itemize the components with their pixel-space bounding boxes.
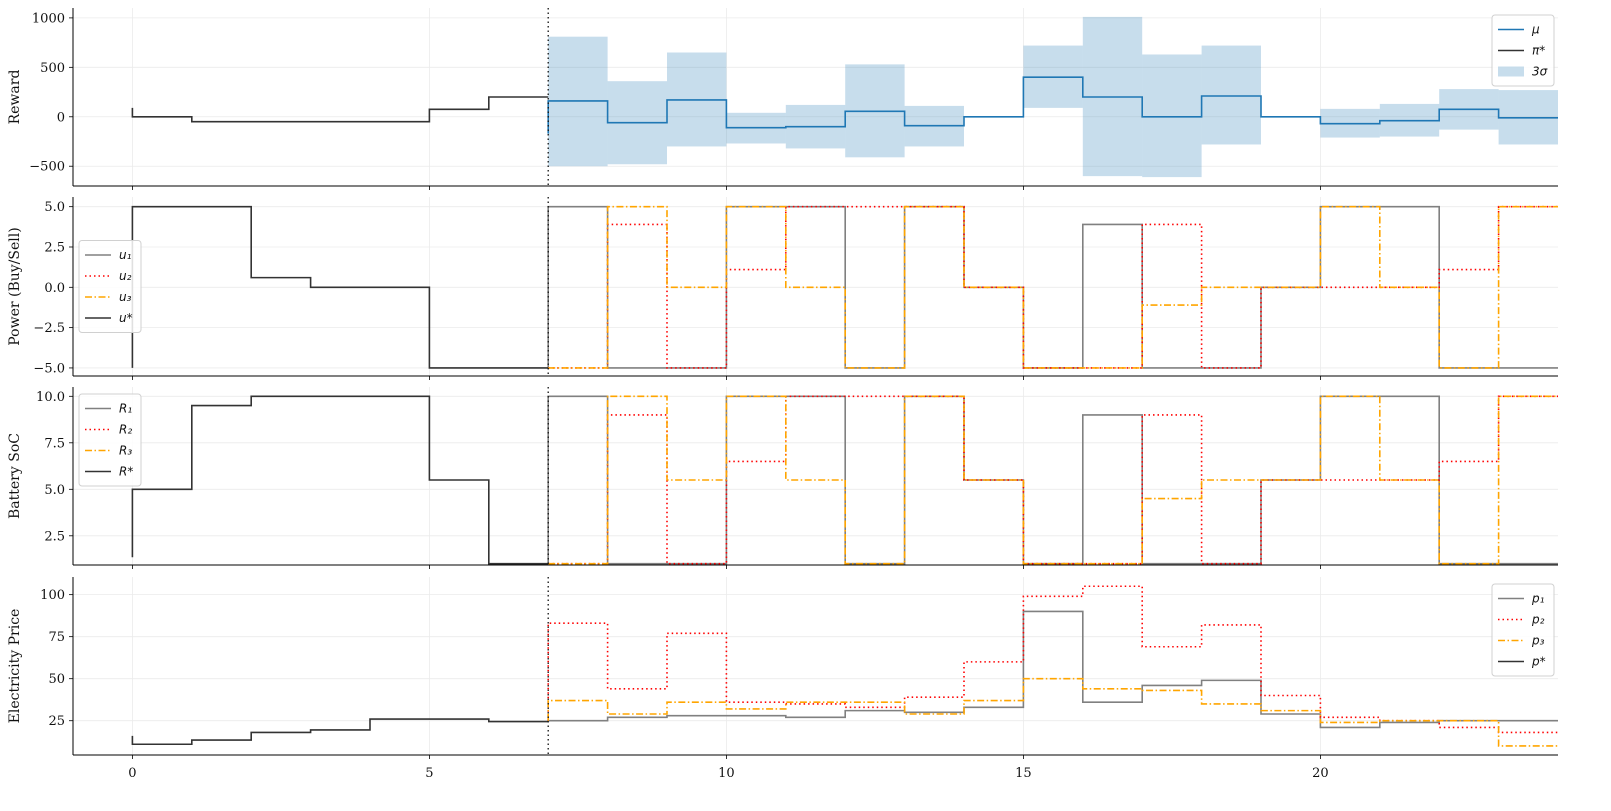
series-line-1-1 xyxy=(547,76,1558,134)
legend-label: u₁ xyxy=(119,248,132,262)
series-line-2-4 xyxy=(131,205,549,369)
y-tick-label: 5.0 xyxy=(44,200,65,215)
y-tick-label: 0.0 xyxy=(44,281,65,296)
y-tick-label: 25 xyxy=(48,714,65,729)
legend-frame xyxy=(78,393,142,487)
legend-label: R₂ xyxy=(119,423,132,437)
y-tick-label: 2.5 xyxy=(44,529,65,544)
y-tick-label: 10.0 xyxy=(36,390,65,405)
x-tick-label: 5 xyxy=(425,766,433,781)
legend: p₁ p₂ p₃ p* xyxy=(1491,583,1555,677)
series-line-2-3 xyxy=(548,205,1558,369)
series-line-4-2 xyxy=(547,585,1558,734)
legend-label: u* xyxy=(119,311,133,325)
legend: u₁ u₂ u₃ u* xyxy=(78,240,142,333)
y-tick-label: 75 xyxy=(48,630,65,645)
y-tick-label: 7.5 xyxy=(44,436,65,451)
subplot-3: 2.5 5.0 7.5 10.0 Battery SoC R₁ R₂ R₃ R* xyxy=(7,387,1558,569)
legend-label: 3σ xyxy=(1532,65,1548,79)
legend-label: p₃ xyxy=(1531,634,1545,648)
y-tick-label: 5.0 xyxy=(44,483,65,498)
legend-label: μ xyxy=(1531,23,1540,37)
y-tick-label: 0 xyxy=(57,110,65,125)
y-tick-label: −500 xyxy=(29,160,65,175)
series-line-3-3 xyxy=(548,395,1558,565)
legend-label: u₃ xyxy=(119,290,132,304)
x-tick-label: 20 xyxy=(1312,766,1329,781)
series-line-4-3 xyxy=(547,677,1558,747)
x-tick-label: 0 xyxy=(128,766,136,781)
legend-label: p₂ xyxy=(1531,613,1545,627)
x-tick-label: 10 xyxy=(718,766,735,781)
legend-label: p* xyxy=(1531,655,1546,669)
legend-label: π* xyxy=(1532,44,1545,58)
series-line-4-1 xyxy=(548,610,1558,729)
y-tick-label: −5.0 xyxy=(33,361,65,376)
series-line-3-4 xyxy=(131,395,549,565)
series-line-2-2 xyxy=(548,205,1558,369)
y-axis-label: Electricity Price xyxy=(7,609,23,724)
legend-label: R* xyxy=(119,465,133,479)
band-segment xyxy=(1201,45,1261,145)
subplot-1: −500 0 500 1000 Reward μ π* 3σ xyxy=(7,8,1558,190)
y-axis-label: Reward xyxy=(7,70,23,125)
y-tick-label: 50 xyxy=(48,672,65,687)
legend-label: R₃ xyxy=(119,444,132,458)
band-segment xyxy=(1142,54,1202,178)
legend-label: p₁ xyxy=(1531,592,1545,606)
subplot-4: 0 5 10 15 20 25 50 75 100 Electricity Price p₁ p₂ p₃… xyxy=(7,577,1558,781)
y-tick-label: −2.5 xyxy=(33,321,65,336)
series-line-4-4 xyxy=(131,718,549,746)
legend: R₁ R₂ R₃ R* xyxy=(78,393,142,487)
y-tick-label: 500 xyxy=(40,61,65,76)
y-tick-label: 2.5 xyxy=(44,240,65,255)
legend: μ π* 3σ xyxy=(1491,14,1555,87)
legend-handle xyxy=(1498,66,1524,77)
y-tick-label: 1000 xyxy=(32,11,65,26)
legend-frame xyxy=(78,240,142,333)
legend-label: u₂ xyxy=(119,269,132,283)
series-line-1-2 xyxy=(131,96,549,123)
y-axis-label: Power (Buy/Sell) xyxy=(7,227,23,345)
y-tick-label: 100 xyxy=(40,588,65,603)
legend-label: R₁ xyxy=(119,402,132,416)
x-tick-label: 15 xyxy=(1015,766,1032,781)
y-axis-label: Battery SoC xyxy=(7,433,23,519)
legend-frame xyxy=(1491,583,1555,677)
